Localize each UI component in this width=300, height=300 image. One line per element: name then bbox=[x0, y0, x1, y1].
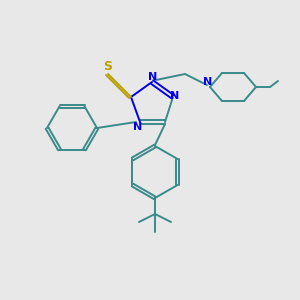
Text: N: N bbox=[148, 72, 158, 82]
Text: N: N bbox=[203, 77, 213, 87]
Text: N: N bbox=[134, 122, 142, 132]
Text: S: S bbox=[103, 61, 112, 74]
Text: N: N bbox=[170, 91, 180, 101]
